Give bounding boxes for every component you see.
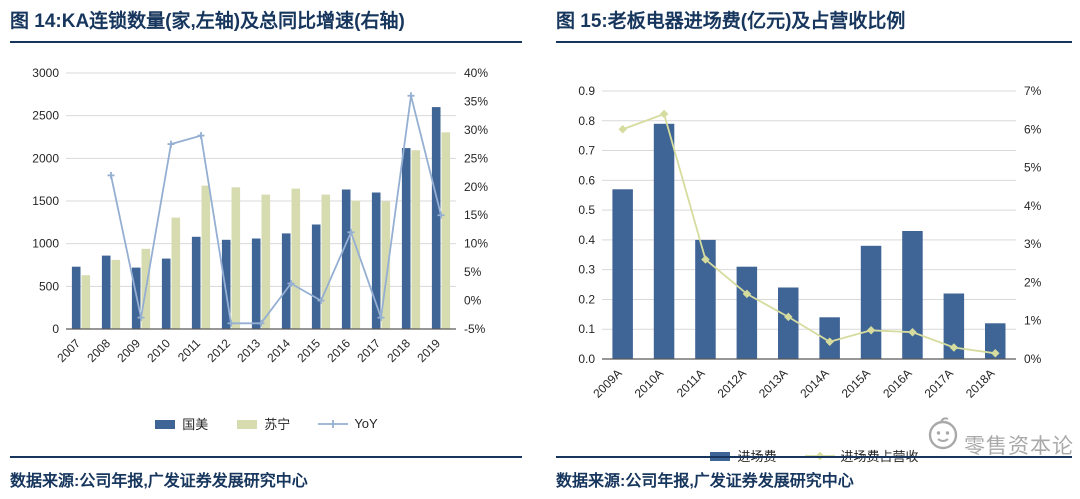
source-divider: [556, 456, 1072, 458]
svg-text:2010: 2010: [144, 336, 173, 365]
line-series-0: [107, 92, 445, 327]
right-axis-tick-labels: -5% 0% 5% 10% 15% 20% 25% 30% 35% 40%: [464, 66, 488, 336]
svg-text:2010A: 2010A: [632, 366, 666, 400]
ka-chain-count-chart: 0 500 1000 1500 2000 2500 3000 -5% 0% 5% 10% 15% 20%…: [32, 66, 488, 365]
line-series-0: [618, 109, 1000, 358]
svg-text:2012A: 2012A: [715, 366, 749, 400]
figure-15-title: 图 15:老板电器进场费(亿元)及占营收比例: [556, 11, 906, 32]
svg-text:40%: 40%: [464, 66, 488, 80]
svg-text:20%: 20%: [464, 180, 488, 194]
svg-text:3000: 3000: [32, 66, 59, 80]
svg-text:2007: 2007: [54, 336, 83, 365]
svg-text:2016A: 2016A: [880, 366, 914, 400]
svg-text:0.7: 0.7: [578, 144, 595, 158]
svg-text:2012: 2012: [204, 336, 233, 365]
svg-text:6%: 6%: [1024, 122, 1042, 136]
entrance-fee-chart: 0.0 0.1 0.2 0.3 0.4 0.5 0.6 0.7 0.8 0.9 0% 1% 2% 3% 4%…: [578, 84, 1042, 401]
svg-text:2019: 2019: [414, 336, 443, 365]
svg-text:2%: 2%: [1024, 275, 1042, 289]
svg-text:15%: 15%: [464, 208, 488, 222]
title-divider: [10, 41, 522, 43]
svg-text:2014A: 2014A: [797, 366, 831, 400]
svg-text:0.9: 0.9: [578, 84, 595, 98]
svg-text:1000: 1000: [32, 237, 59, 251]
svg-text:0.3: 0.3: [578, 263, 595, 277]
svg-text:0%: 0%: [1024, 352, 1042, 366]
legend-line-icon: [318, 419, 349, 428]
svg-text:30%: 30%: [464, 123, 488, 137]
right-axis-tick-labels: 0% 1% 2% 3% 4% 5% 6% 7%: [1024, 84, 1042, 366]
svg-text:2013: 2013: [234, 336, 263, 365]
left-axis-tick-labels: 0 500 1000 1500 2000 2500 3000: [32, 66, 59, 336]
svg-text:2009: 2009: [114, 336, 143, 365]
figure-14-title: 图 14:KA连锁数量(家,左轴)及总同比增速(右轴): [10, 11, 405, 32]
legend-label: 国美: [182, 417, 209, 432]
chart-panel-figure-15: 图 15:老板电器进场费(亿元)及占营收比例 0.0 0.1 0.2 0.3 0.4 0.…: [556, 6, 1072, 495]
source-text: 数据来源:公司年报,广发证券发展研究中心: [10, 473, 308, 490]
source-block: 数据来源:公司年报,广发证券发展研究中心: [556, 456, 1072, 491]
svg-text:2017A: 2017A: [922, 366, 956, 400]
svg-text:1500: 1500: [32, 194, 59, 208]
svg-text:0%: 0%: [464, 294, 482, 308]
bar-series-0: [612, 123, 1006, 359]
svg-text:2016: 2016: [324, 336, 353, 365]
svg-text:4%: 4%: [1024, 199, 1042, 213]
svg-text:2018A: 2018A: [963, 366, 997, 400]
svg-text:0.2: 0.2: [578, 292, 595, 306]
svg-text:0: 0: [52, 322, 59, 336]
svg-text:2011A: 2011A: [674, 366, 708, 400]
svg-text:5%: 5%: [464, 265, 482, 279]
svg-text:-5%: -5%: [464, 322, 486, 336]
legend-swatch-icon: [237, 419, 258, 429]
chart-panel-figure-14: 图 14:KA连锁数量(家,左轴)及总同比增速(右轴) 0 500 1000 1500…: [10, 6, 522, 495]
source-block: 数据来源:公司年报,广发证券发展研究中心: [10, 456, 522, 491]
svg-text:2015: 2015: [294, 336, 323, 365]
legend-item: 国美: [154, 414, 208, 433]
title-divider: [556, 41, 1072, 43]
source-divider: [10, 456, 522, 458]
x-axis-tick-labels: 2009A 2010A 2011A 2012A 2013A 2014A 2015A 2016A…: [590, 366, 997, 400]
svg-text:2008: 2008: [84, 336, 113, 365]
svg-text:25%: 25%: [464, 151, 488, 165]
svg-text:2014: 2014: [264, 336, 293, 365]
legend-item: YoY: [318, 416, 378, 431]
legend-swatch-icon: [155, 419, 176, 429]
svg-text:2017: 2017: [354, 336, 383, 365]
svg-text:2013A: 2013A: [756, 366, 790, 400]
svg-text:500: 500: [39, 279, 59, 293]
svg-text:7%: 7%: [1024, 84, 1042, 98]
svg-text:2009A: 2009A: [590, 366, 624, 400]
svg-text:0.5: 0.5: [578, 203, 595, 217]
x-axis-tick-labels: 2007 2008 2009 2010 2011 2012 2013 2014 2015 2016…: [54, 336, 443, 365]
legend-label: YoY: [354, 416, 378, 431]
svg-text:0.0: 0.0: [578, 352, 595, 366]
svg-text:0.4: 0.4: [578, 233, 595, 247]
svg-text:3%: 3%: [1024, 237, 1042, 251]
svg-text:2015A: 2015A: [839, 366, 873, 400]
svg-text:2000: 2000: [32, 151, 59, 165]
legend-label: 苏宁: [264, 417, 291, 432]
svg-text:1%: 1%: [1024, 314, 1042, 328]
left-axis-tick-labels: 0.0 0.1 0.2 0.3 0.4 0.5 0.6 0.7 0.8 0.9: [578, 84, 595, 366]
svg-text:0.1: 0.1: [578, 322, 595, 336]
bar-series-0: [71, 107, 441, 329]
watermark-logo-icon: [928, 417, 958, 450]
svg-text:0.6: 0.6: [578, 173, 595, 187]
svg-text:5%: 5%: [1024, 161, 1042, 175]
watermark-text: 零售资本论: [964, 435, 1074, 458]
svg-text:2018: 2018: [384, 336, 413, 365]
svg-text:2500: 2500: [32, 109, 59, 123]
svg-text:2011: 2011: [175, 336, 203, 364]
svg-text:35%: 35%: [464, 94, 488, 108]
watermark: 零售资本论: [924, 414, 1074, 460]
source-text: 数据来源:公司年报,广发证券发展研究中心: [556, 473, 854, 490]
svg-text:0.8: 0.8: [578, 114, 595, 128]
svg-text:10%: 10%: [464, 237, 488, 251]
figure-14-legend: 国美 苏宁 YoY: [10, 414, 522, 433]
legend-item: 苏宁: [236, 414, 290, 433]
